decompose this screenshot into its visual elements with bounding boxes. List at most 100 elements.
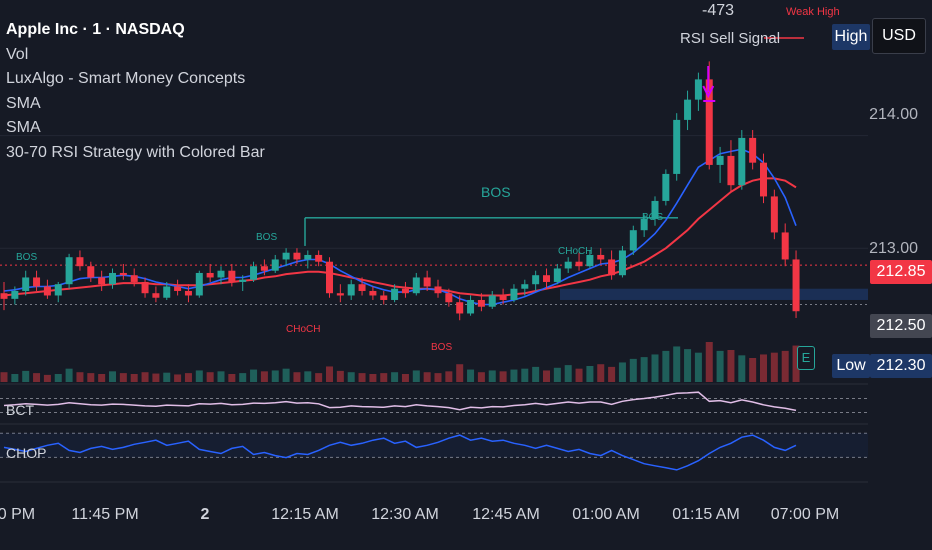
candle-body <box>250 266 258 280</box>
volume-bar <box>412 370 420 382</box>
volume-bar <box>326 366 333 382</box>
candle-body <box>228 270 236 282</box>
currency-button[interactable]: USD <box>872 18 926 54</box>
rsi-pane-label[interactable]: BCT <box>6 402 34 418</box>
candle-body <box>87 266 95 278</box>
candle-body <box>358 284 366 291</box>
volume-bar <box>369 374 377 382</box>
candle-body <box>174 286 182 291</box>
volume-bar <box>54 374 62 382</box>
rsi-line <box>3 391 797 412</box>
volume-bar <box>445 371 453 382</box>
candle-body <box>347 284 355 296</box>
price-tick-213: 213.00 <box>869 240 918 257</box>
volume-bar <box>217 371 225 382</box>
volume-bar <box>684 349 692 382</box>
time-label: 30 PM <box>0 506 36 523</box>
volume-bar <box>347 372 355 382</box>
candle-body <box>510 288 518 300</box>
time-label: 07:00 PM <box>770 506 840 523</box>
time-label: 12:30 AM <box>371 506 439 523</box>
candle-body <box>488 295 496 307</box>
volume-bar <box>152 373 160 382</box>
volume-bar <box>510 369 518 382</box>
rsi-sell-signal-label: RSI Sell Signal <box>680 30 781 47</box>
volume-bar <box>43 374 51 382</box>
volume-bar <box>738 355 746 382</box>
weak-high-label: Weak High <box>786 6 840 18</box>
candle-body <box>586 254 594 267</box>
volume-bar <box>391 372 399 382</box>
structure-label-choch: CHoCH <box>558 246 593 257</box>
volume-bar <box>11 374 19 382</box>
volume-bar <box>662 350 670 382</box>
volume-bar <box>228 374 236 382</box>
volume-bar <box>586 366 594 382</box>
volume-bar <box>629 358 637 382</box>
volume-bar <box>543 370 550 382</box>
volume-bar <box>130 374 138 382</box>
candle-body <box>206 272 214 278</box>
volume-bar <box>195 370 203 382</box>
candle-body <box>467 299 475 314</box>
volume-bar <box>336 370 344 382</box>
volume-bar <box>521 368 529 382</box>
volume-bar <box>467 369 475 382</box>
candle-body <box>130 275 138 282</box>
low-price-chip[interactable]: Low <box>832 354 870 378</box>
candle-body <box>217 270 225 278</box>
candle-body <box>260 266 268 271</box>
volume-bar <box>564 365 572 382</box>
candle-body <box>76 257 84 267</box>
candle-body <box>315 254 323 262</box>
candle-body <box>65 257 73 285</box>
volume-bar <box>640 357 648 382</box>
high-price-chip[interactable]: High <box>832 24 870 50</box>
legend-indicator-vol[interactable]: Vol <box>6 45 29 63</box>
time-label: 2 <box>200 506 210 523</box>
volume-bar <box>163 372 171 382</box>
volume-bar <box>109 371 116 382</box>
candle-body <box>293 252 301 260</box>
chop-line <box>3 434 797 471</box>
candle-body <box>553 268 561 282</box>
structure-label-bos: BOS <box>431 342 453 353</box>
demand-zone <box>560 288 868 300</box>
volume-bar <box>781 350 789 382</box>
candle-body <box>326 261 333 294</box>
legend-indicator-rsi-strategy[interactable]: 30-70 RSI Strategy with Colored Bar <box>6 143 265 161</box>
legend-symbol[interactable]: Apple Inc · 1 · NASDAQ <box>6 21 185 38</box>
volume-bar <box>488 370 496 382</box>
candle-body <box>738 137 746 186</box>
chop-pane-label[interactable]: CHOP <box>6 445 47 461</box>
volume-bar <box>770 352 778 382</box>
time-label: 12:15 AM <box>271 506 339 523</box>
candle-body <box>141 281 149 294</box>
volume-bar <box>423 372 431 382</box>
volume-bar <box>0 372 8 382</box>
volume-bar <box>87 373 95 382</box>
time-label: 12:45 AM <box>472 506 540 523</box>
volume-bar <box>304 371 312 382</box>
candle-body <box>749 137 757 163</box>
candle-body <box>597 254 605 260</box>
volume-bar <box>792 345 800 382</box>
volume-bar <box>705 342 713 382</box>
structure-label-bos: BOS <box>256 232 278 243</box>
candle-body <box>564 261 572 269</box>
candle-body <box>760 162 767 197</box>
candle-body <box>11 290 19 299</box>
legend-indicator-sma-fast[interactable]: SMA <box>6 94 41 112</box>
candle-body <box>640 218 648 231</box>
volume-bar <box>380 373 388 382</box>
legend-indicator-sma-slow[interactable]: SMA <box>6 119 41 136</box>
volume-bar <box>608 366 616 382</box>
volume-bar <box>98 374 106 382</box>
earnings-icon[interactable]: E <box>797 346 815 370</box>
volume-bar <box>65 368 73 382</box>
candle-body <box>304 254 312 260</box>
volume-bar <box>119 373 127 382</box>
candle-body <box>380 295 388 300</box>
legend-indicator-smc[interactable]: LuxAlgo - Smart Money Concepts <box>6 70 246 87</box>
